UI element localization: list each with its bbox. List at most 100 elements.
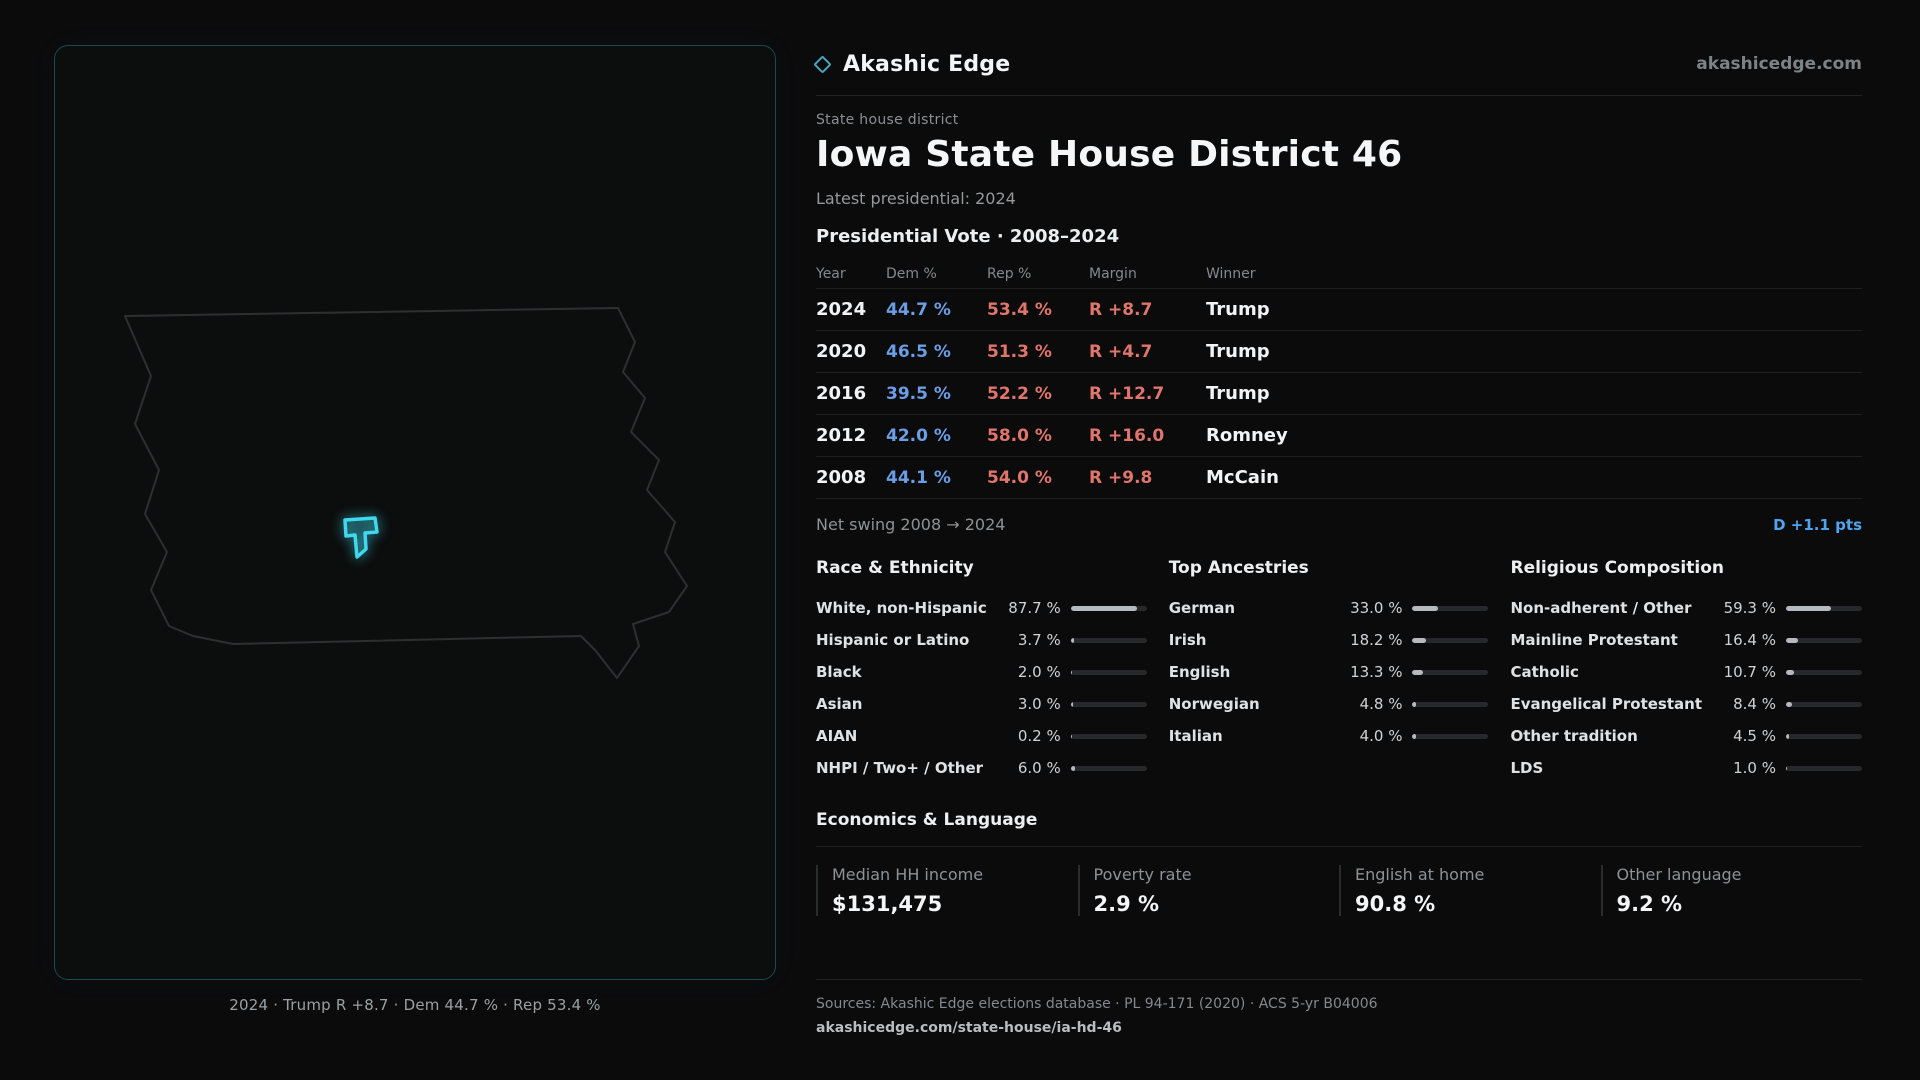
district-46-shape: [343, 516, 379, 559]
vote-rep: 58.0 %: [987, 425, 1052, 446]
vote-dem: 39.5 %: [886, 383, 951, 404]
demo-value: 4.8 %: [1359, 695, 1403, 713]
vote-row-2020: 2020 46.5 % 51.3 % R +4.7 Trump: [816, 331, 1862, 373]
stat-value: $131,475: [832, 892, 943, 916]
demo-row: White, non-Hispanic 87.7 %: [816, 592, 1147, 624]
demo-bar-fill: [1786, 605, 1832, 611]
page-url-link[interactable]: akashicedge.com/state-house/ia-hd-46: [816, 1020, 1122, 1036]
vote-rep: 54.0 %: [987, 467, 1052, 488]
vote-dem: 42.0 %: [886, 425, 951, 446]
brand: Akashic Edge: [813, 51, 1011, 77]
demo-bar: [1070, 669, 1147, 675]
demographics-grid: Race & Ethnicity White, non-Hispanic 87.…: [816, 558, 1862, 784]
demo-bar: [1412, 637, 1489, 643]
map-section: 2024 · Trump R +8.7 · Dem 44.7 % · Rep 5…: [54, 45, 776, 1080]
demo-bar-fill: [1412, 733, 1416, 739]
demo-bar-fill: [1786, 669, 1795, 675]
col-dem: Dem %: [886, 265, 937, 282]
demo-label: Asian: [816, 695, 863, 713]
demo-bar: [1786, 701, 1862, 707]
demo-value: 13.3 %: [1350, 663, 1403, 681]
vote-row-2016: 2016 39.5 % 52.2 % R +12.7 Trump: [816, 373, 1862, 415]
content: Akashic Edge akashicedge.com State house…: [813, 45, 1863, 1080]
footer: Sources: Akashic Edge elections database…: [816, 979, 1862, 1080]
demo-row: AIAN 0.2 %: [816, 720, 1147, 752]
stat-median-income: Median HH income $131,475: [816, 865, 1078, 916]
map-panel: [54, 45, 776, 980]
demo-label: Other tradition: [1510, 727, 1638, 745]
religion-section: Religious Composition Non-adherent / Oth…: [1510, 558, 1862, 784]
demo-bar-fill: [1070, 637, 1074, 643]
demo-row: Hispanic or Latino 3.7 %: [816, 624, 1147, 656]
demo-row: Catholic 10.7 %: [1510, 656, 1862, 688]
demo-label: White, non-Hispanic: [816, 599, 987, 617]
iowa-state-outline: [124, 307, 688, 679]
demo-bar-fill: [1412, 605, 1438, 611]
demo-bar-fill: [1786, 701, 1793, 707]
race-title: Race & Ethnicity: [816, 558, 974, 578]
stat-label: Poverty rate: [1093, 865, 1192, 884]
demo-row: Asian 3.0 %: [816, 688, 1147, 720]
demo-bar: [1786, 637, 1862, 643]
header-divider: [816, 95, 1862, 96]
vote-dem: 44.1 %: [886, 467, 951, 488]
brand-diamond-icon: [813, 54, 832, 74]
demo-value: 8.4 %: [1733, 695, 1776, 713]
demo-label: Norwegian: [1168, 695, 1260, 713]
demo-row: Evangelical Protestant 8.4 %: [1510, 688, 1862, 720]
demo-bar: [1412, 669, 1489, 675]
economics-title: Economics & Language: [816, 810, 1038, 830]
demo-row: LDS 1.0 %: [1510, 752, 1862, 784]
demo-value: 18.2 %: [1350, 631, 1403, 649]
vote-winner: Romney: [1206, 425, 1288, 446]
demo-value: 2.0 %: [1017, 663, 1061, 681]
stat-other-language: Other language 9.2 %: [1600, 865, 1863, 916]
demo-bar: [1070, 701, 1147, 707]
demo-bar-fill: [1786, 733, 1790, 739]
col-rep: Rep %: [987, 265, 1032, 282]
demo-bar: [1070, 765, 1147, 771]
stat-value: 9.2 %: [1616, 892, 1683, 916]
vote-year: 2016: [816, 383, 867, 404]
vote-winner: Trump: [1206, 383, 1270, 404]
brand-name: Akashic Edge: [843, 51, 1011, 77]
demo-row: Italian 4.0 %: [1169, 720, 1489, 752]
demo-bar: [1786, 733, 1862, 739]
demo-bar: [1070, 637, 1147, 643]
footer-divider: [816, 979, 1862, 980]
demo-value: 87.7 %: [1008, 599, 1061, 617]
demo-value: 3.7 %: [1017, 631, 1061, 649]
demo-value: 10.7 %: [1723, 663, 1776, 681]
demo-label: NHPI / Two+ / Other: [816, 759, 984, 777]
vote-winner: Trump: [1206, 299, 1270, 320]
demo-row: NHPI / Two+ / Other 6.0 %: [816, 752, 1147, 784]
demo-bar-fill: [1786, 765, 1787, 771]
demo-row: English 13.3 %: [1169, 656, 1489, 688]
demo-label: LDS: [1510, 759, 1544, 777]
vote-year: 2008: [816, 467, 867, 488]
race-section: Race & Ethnicity White, non-Hispanic 87.…: [816, 558, 1147, 784]
sources-text: Sources: Akashic Edge elections database…: [816, 996, 1378, 1012]
demo-value: 16.4 %: [1723, 631, 1776, 649]
col-year: Year: [816, 265, 846, 282]
vote-margin: R +4.7: [1089, 341, 1153, 362]
demo-bar: [1786, 765, 1862, 771]
stat-label: Other language: [1616, 865, 1742, 884]
demo-label: Catholic: [1510, 663, 1579, 681]
stat-label: Median HH income: [832, 865, 984, 884]
demo-bar: [1070, 605, 1147, 611]
demo-bar-fill: [1412, 669, 1423, 675]
vote-margin: R +9.8: [1089, 467, 1153, 488]
demo-label: Hispanic or Latino: [816, 631, 970, 649]
demo-row: German 33.0 %: [1169, 592, 1489, 624]
stat-label: English at home: [1355, 865, 1485, 884]
demo-value: 33.0 %: [1350, 599, 1403, 617]
vote-header-row: Year Dem % Rep % Margin Winner: [816, 259, 1862, 289]
demo-bar-fill: [1070, 765, 1076, 771]
vote-row-2024: 2024 44.7 % 53.4 % R +8.7 Trump: [816, 289, 1862, 331]
religion-title: Religious Composition: [1510, 558, 1724, 578]
demo-label: AIAN: [816, 727, 858, 745]
site-domain-link[interactable]: akashicedge.com: [1696, 54, 1862, 74]
vote-margin: R +16.0: [1089, 425, 1165, 446]
demo-bar: [1786, 669, 1862, 675]
